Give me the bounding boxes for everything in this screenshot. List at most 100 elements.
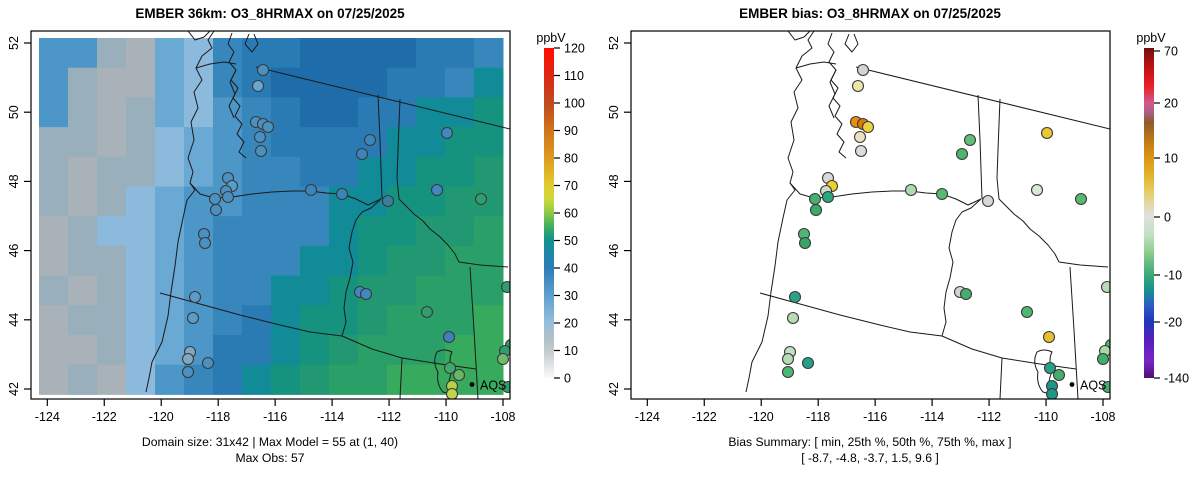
map-border-line [469, 266, 479, 399]
colorbar-tick-label: -140 [1164, 372, 1189, 386]
grid-cell [300, 245, 330, 277]
grid-cell [155, 364, 185, 395]
grid-cell [126, 67, 156, 98]
y-tick-label: 48 [7, 174, 21, 188]
colorbar-tick-label: -20 [1164, 316, 1182, 330]
x-tick-label: -122 [92, 410, 117, 424]
obs-point [1101, 380, 1110, 394]
grid-cell [68, 275, 98, 306]
grid-cell [39, 97, 69, 128]
grid-cell [184, 67, 214, 98]
grid-cell [126, 156, 156, 187]
colorbar [1144, 48, 1154, 378]
obs-point [821, 190, 835, 204]
colorbar-tick-label: 70 [564, 179, 578, 193]
grid-cell [329, 335, 359, 366]
grid-cell [155, 305, 185, 336]
grid-cell [184, 245, 214, 277]
grid-cell [213, 305, 243, 336]
grid-cell [329, 38, 359, 69]
bias-map-canvas: AQS -124 -122 -120 -118 -116 -114 -112 -110 -108 4… [607, 30, 1189, 424]
bias-caption-line2: [ -8.7, -4.8, -3.7, 1.5, 9.6 ] [801, 451, 939, 465]
colorbar [544, 48, 554, 378]
obs-point [355, 147, 369, 161]
grid-cell [474, 364, 504, 395]
y-tick-label: 44 [7, 313, 21, 327]
grid-cell [97, 97, 127, 128]
colorbar-tick-label: 20 [1164, 97, 1178, 111]
obs-point [1100, 280, 1110, 294]
x-tick-label: -112 [977, 410, 1001, 424]
colorbar-tick-label: 50 [564, 234, 578, 248]
obs-point [1045, 387, 1059, 399]
grid-cell [271, 364, 301, 395]
y-tick-label: 44 [607, 313, 621, 327]
grid-cell [68, 156, 98, 187]
grid-cell [445, 67, 475, 98]
map-border-line [159, 292, 403, 399]
grid-cell [300, 67, 330, 98]
model-caption-line1: Domain size: 31x42 | Max Model = 55 at (… [141, 435, 399, 449]
grid-cell [271, 335, 301, 366]
map-border-line [396, 98, 509, 268]
grid-cell [155, 216, 185, 247]
grid-cell [329, 127, 359, 158]
grid-cell [445, 245, 475, 277]
grid-cell [97, 127, 127, 158]
colorbar-tick-label: 30 [564, 289, 578, 303]
colorbar-tick-label: 40 [564, 262, 578, 276]
colorbar-tick-label: 90 [564, 124, 578, 138]
grid-cell [39, 156, 69, 187]
y-tick-label: 50 [607, 105, 621, 119]
grid-cell [387, 245, 417, 277]
grid-cell [97, 186, 127, 217]
grid-cell [39, 216, 69, 247]
grid-cell [387, 67, 417, 98]
grid-cell [68, 335, 98, 366]
grid-cell [271, 245, 301, 277]
colorbar-tick-label: 100 [564, 97, 585, 111]
grid-cell [387, 275, 417, 306]
obs-point [474, 192, 488, 206]
grid-cell [242, 364, 272, 395]
map-border-line [341, 198, 382, 337]
y-tick-label: 46 [607, 244, 621, 258]
y-tick-label: 52 [7, 36, 21, 50]
map-border-line [1069, 266, 1079, 399]
obs-point [201, 356, 215, 370]
obs-point [363, 133, 377, 147]
grid-cell [271, 275, 301, 306]
bias-caption-line1: Bias Summary: [ min, 25th %, 50th %, 75t… [728, 435, 1012, 449]
map-border-line [244, 33, 259, 53]
obs-point [809, 203, 823, 217]
obs-point [442, 330, 456, 344]
grid-cell [445, 97, 475, 128]
map-border-line [844, 33, 859, 53]
grid-cell [329, 364, 359, 395]
x-tick-label: -108 [1090, 410, 1115, 424]
colorbar-tick-label: 0 [1164, 211, 1171, 225]
colorbar-unit-label: ppbV [536, 31, 566, 45]
colorbar-tick-label: -10 [1164, 269, 1182, 283]
obs-point [359, 287, 373, 301]
plot-box [30, 30, 511, 400]
grid-cell [213, 245, 243, 277]
obs-point [381, 194, 395, 208]
obs-point [430, 183, 444, 197]
aqs-legend-label: AQS [480, 379, 506, 393]
grid-cell [271, 216, 301, 247]
bias-caption: Bias Summary: [ min, 25th %, 50th %, 75t… [600, 434, 1140, 466]
obs-point [786, 311, 800, 325]
grid-cell [358, 305, 388, 336]
grid-cell [39, 38, 69, 69]
model-caption: Domain size: 31x42 | Max Model = 55 at (… [0, 434, 540, 466]
grid-cell [155, 186, 185, 217]
grid-cell [300, 216, 330, 247]
grid-cell [155, 156, 185, 187]
obs-point [904, 183, 918, 197]
obs-point [496, 352, 510, 366]
obs-point [1043, 361, 1057, 375]
obs-point [808, 192, 822, 206]
grid-cell [68, 97, 98, 128]
grid-cell [155, 335, 185, 366]
